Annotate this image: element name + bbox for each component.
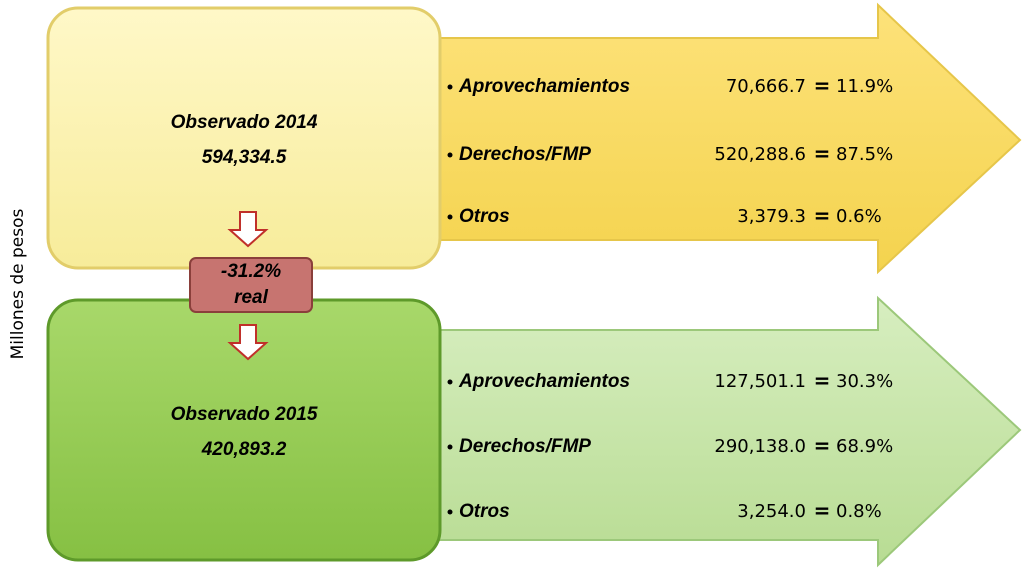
down-arrow — [227, 211, 269, 361]
item-name: Derechos/FMP — [459, 436, 591, 457]
block-total: 594,334.5 — [202, 147, 287, 168]
block-title: Observado 2014 — [171, 112, 318, 133]
equals: = — [814, 142, 831, 166]
bullet — [447, 214, 453, 220]
change-value: -31.2% — [221, 261, 281, 282]
item-value: 3,379.3 — [737, 206, 806, 227]
item-share: 68.9% — [836, 436, 893, 457]
item-share: 30.3% — [836, 371, 893, 392]
item-value: 70,666.7 — [726, 76, 806, 97]
equals: = — [814, 204, 831, 228]
item-share: 11.9% — [836, 76, 893, 97]
bullet — [447, 444, 453, 450]
bullet — [447, 509, 453, 515]
equals: = — [814, 499, 831, 523]
axis-label: Millones de pesos — [8, 208, 28, 359]
bullet — [447, 84, 453, 90]
bullet — [447, 379, 453, 385]
equals: = — [814, 434, 831, 458]
item-share: 87.5% — [836, 144, 893, 165]
arrow-2014 — [431, 2, 1022, 275]
item-name: Aprovechamientos — [458, 76, 630, 97]
item-name: Otros — [459, 206, 510, 227]
item-share: 0.6% — [836, 206, 882, 227]
block-title: Observado 2015 — [171, 404, 318, 425]
arrow-2015 — [431, 295, 1022, 568]
change-box — [189, 257, 313, 313]
item-value: 290,138.0 — [714, 436, 806, 457]
item-name: Derechos/FMP — [459, 144, 591, 165]
equals: = — [814, 369, 831, 393]
block-total: 420,893.2 — [201, 439, 287, 460]
item-share: 0.8% — [836, 501, 882, 522]
item-value: 127,501.1 — [714, 371, 806, 392]
item-value: 520,288.6 — [714, 144, 806, 165]
item-name: Aprovechamientos — [458, 371, 630, 392]
change-label: real — [234, 287, 269, 308]
bullet — [447, 152, 453, 158]
item-name: Otros — [459, 501, 510, 522]
item-value: 3,254.0 — [737, 501, 806, 522]
equals: = — [814, 74, 831, 98]
